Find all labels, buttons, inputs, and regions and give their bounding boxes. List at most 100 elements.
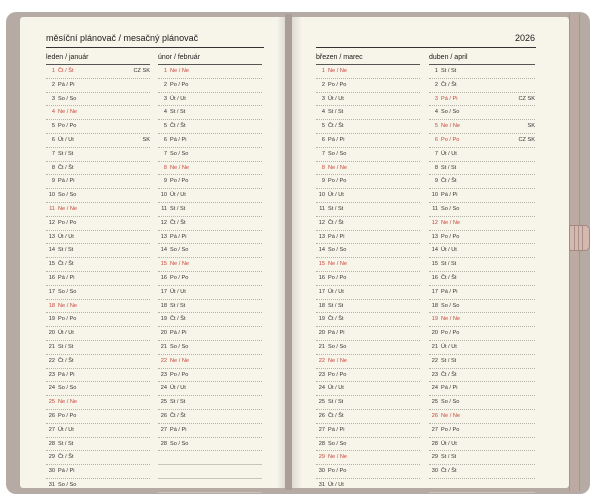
weekday-label: Ne / Ne xyxy=(58,302,77,309)
day-number: 20 xyxy=(431,330,438,337)
day-row: 30 Po / Po xyxy=(316,465,420,479)
day-number: 26 xyxy=(160,412,167,419)
weekday-label: Ne / Ne xyxy=(170,164,189,171)
day-number: 15 xyxy=(431,261,438,268)
weekday-label: So / So xyxy=(170,440,189,447)
day-row: 5 Ne / Ne SK xyxy=(429,120,535,134)
day-number: 24 xyxy=(318,385,325,392)
day-number: 7 xyxy=(434,150,438,157)
day-row: 1 Ne / Ne xyxy=(158,65,262,79)
weekday-label: Po / Po xyxy=(58,219,77,226)
day-row: 22 Ne / Ne xyxy=(316,355,420,369)
day-row: 21 St / St xyxy=(46,341,150,355)
weekday-label: Út / Ut xyxy=(441,343,457,350)
day-row: 17 Út / Ut xyxy=(158,286,262,300)
weekday-label: Út / Ut xyxy=(58,426,74,433)
empty-row xyxy=(158,465,262,479)
day-number: 6 xyxy=(321,136,325,143)
weekday-label: Po / Po xyxy=(328,178,347,185)
day-row: 11 St / St xyxy=(158,203,262,217)
day-row: 31 Út / Ut xyxy=(316,479,420,493)
day-number: 9 xyxy=(51,178,55,185)
weekday-label: St / St xyxy=(58,150,74,157)
weekday-label: Po / Po xyxy=(58,123,77,130)
day-number: 12 xyxy=(48,219,55,226)
weekday-label: Pá / Pi xyxy=(441,95,458,102)
weekday-label: Út / Ut xyxy=(328,481,344,488)
day-number: 5 xyxy=(51,123,55,130)
day-number: 25 xyxy=(160,399,167,406)
day-row: 29 Čt / Št xyxy=(46,451,150,466)
weekday-label: Čt / Št xyxy=(58,357,74,364)
day-row: 12 Čt / Št xyxy=(316,217,420,231)
weekday-label: Po / Po xyxy=(58,316,77,323)
day-number: 6 xyxy=(434,136,438,143)
day-row: 8 Čt / Št xyxy=(46,162,150,176)
day-number: 28 xyxy=(160,440,167,447)
day-number: 18 xyxy=(160,302,167,309)
weekday-label: Út / Ut xyxy=(328,288,344,295)
day-row: 3 Út / Ut xyxy=(158,93,262,107)
month-column-february: únor / február 1 Ne / Ne 2 Po / Po 3 Út / Ut 4… xyxy=(158,52,262,493)
weekday-label: St / St xyxy=(328,302,344,309)
weekday-label: Pá / Pi xyxy=(170,136,187,143)
day-row: 25 Ne / Ne xyxy=(46,396,150,410)
weekday-label: Po / Po xyxy=(441,136,460,143)
holiday-marker: SK xyxy=(527,123,535,130)
day-number: 10 xyxy=(318,192,325,199)
weekday-label: So / So xyxy=(58,95,77,102)
weekday-label: Po / Po xyxy=(170,274,189,281)
day-number: 27 xyxy=(160,426,167,433)
weekday-label: So / So xyxy=(441,109,460,116)
day-number: 17 xyxy=(431,288,438,295)
weekday-label: Ne / Ne xyxy=(441,123,460,130)
month-title: leden / január xyxy=(46,52,150,65)
day-number: 30 xyxy=(318,468,325,475)
day-number: 11 xyxy=(319,205,325,212)
day-number: 22 xyxy=(160,357,167,364)
day-row: 14 So / So xyxy=(316,244,420,259)
day-number: 22 xyxy=(48,357,55,364)
weekday-label: St / St xyxy=(441,164,457,171)
day-row: 22 St / St xyxy=(429,355,535,369)
day-row: 26 Po / Po xyxy=(46,410,150,424)
day-number: 3 xyxy=(434,95,438,102)
day-number: 4 xyxy=(434,109,438,116)
weekday-label: Pá / Pi xyxy=(170,330,187,337)
month-column-april: duben / april 1 St / St 2 Čt / Št 3 Pá / Pi CZ… xyxy=(429,52,535,493)
day-number: 2 xyxy=(321,81,325,88)
day-row: 7 Út / Ut xyxy=(429,148,535,162)
day-number: 28 xyxy=(431,440,438,447)
day-row: 18 So / So xyxy=(429,300,535,314)
day-row: 2 Po / Po xyxy=(158,79,262,93)
day-number: 14 xyxy=(160,247,167,254)
day-row: 14 So / So xyxy=(158,244,262,259)
weekday-label: Ne / Ne xyxy=(441,219,460,226)
day-number: 20 xyxy=(318,330,325,337)
day-row: 2 Pá / Pi xyxy=(46,79,150,93)
day-row: 28 So / So xyxy=(158,438,262,452)
day-number: 1 xyxy=(321,68,325,74)
weekday-label: Po / Po xyxy=(328,468,347,475)
weekday-label: Pá / Pi xyxy=(328,426,345,433)
weekday-label: Čt / Št xyxy=(170,316,186,323)
day-number: 5 xyxy=(321,123,325,130)
weekday-label: Ne / Ne xyxy=(58,399,77,406)
day-number: 29 xyxy=(318,454,325,461)
day-row: 23 Pá / Pi xyxy=(46,369,150,383)
day-number: 26 xyxy=(318,412,325,419)
weekday-label: Čt / Št xyxy=(328,412,344,419)
day-row: 6 Po / Po CZ SK xyxy=(429,134,535,148)
day-row: 10 Út / Ut xyxy=(316,189,420,203)
elastic-band xyxy=(569,14,580,491)
day-row: 18 St / St xyxy=(316,300,420,314)
day-number: 12 xyxy=(318,219,325,226)
day-row: 10 Pá / Pi xyxy=(429,189,535,203)
day-number: 21 xyxy=(431,343,438,350)
weekday-label: St / St xyxy=(170,205,186,212)
day-number: 13 xyxy=(48,233,55,240)
day-number: 30 xyxy=(431,468,438,475)
weekday-label: Ne / Ne xyxy=(328,164,347,171)
day-row: 8 Ne / Ne xyxy=(316,162,420,176)
day-row: 24 Út / Ut xyxy=(316,382,420,397)
